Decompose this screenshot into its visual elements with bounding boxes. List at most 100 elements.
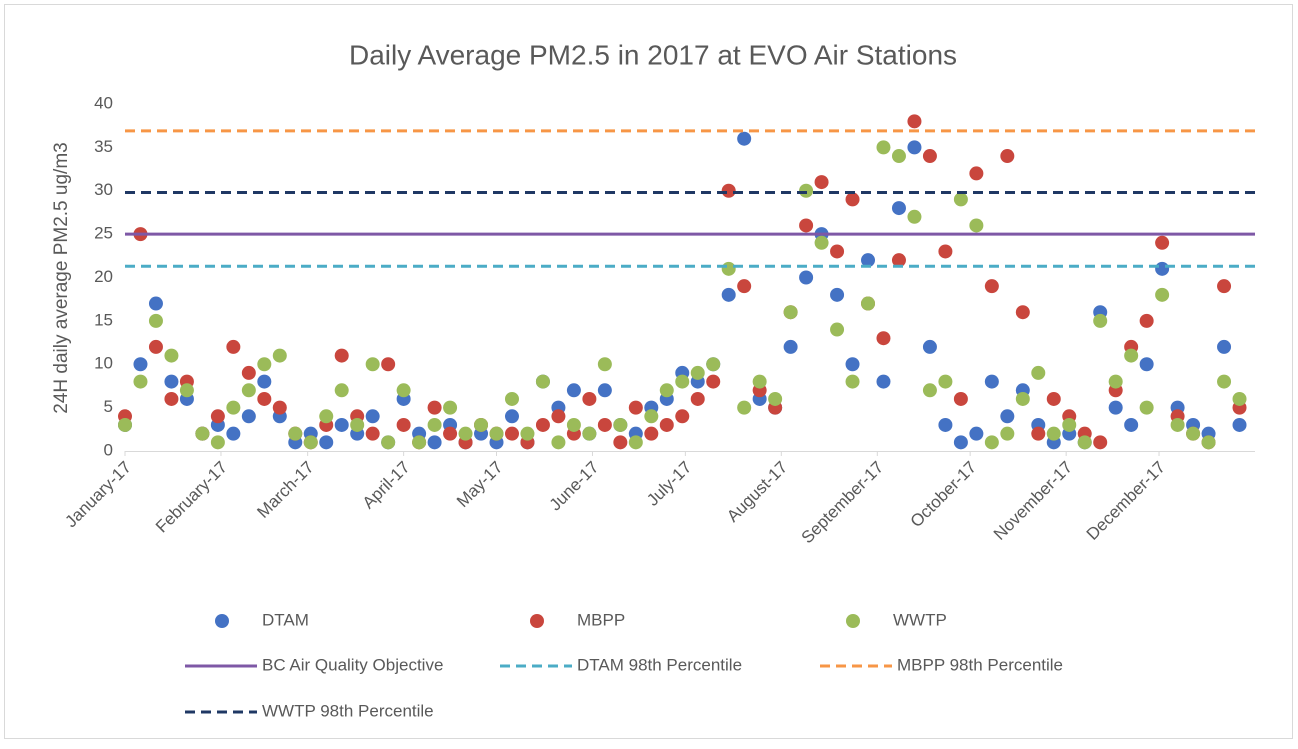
point [814, 235, 829, 250]
y-tick-label: 0 [104, 440, 113, 459]
point [1155, 235, 1170, 250]
point [164, 391, 179, 406]
point [597, 383, 612, 398]
point [891, 201, 906, 216]
point [938, 417, 953, 432]
point [443, 426, 458, 441]
point [226, 426, 241, 441]
point [830, 287, 845, 302]
legend-label: WWTP 98th Percentile [262, 701, 434, 720]
point [1232, 391, 1247, 406]
point [381, 357, 396, 372]
point [675, 374, 690, 389]
point [272, 400, 287, 415]
chart-border [4, 4, 1293, 739]
point [148, 339, 163, 354]
point [1046, 426, 1061, 441]
point [644, 409, 659, 424]
legend-label: WWTP [893, 610, 947, 629]
y-tick-label: 30 [94, 180, 113, 199]
point [1139, 400, 1154, 415]
point [830, 244, 845, 259]
point [1015, 305, 1030, 320]
point [520, 426, 535, 441]
legend-marker [846, 614, 860, 628]
legend-label: MBPP 98th Percentile [897, 655, 1063, 674]
point [613, 435, 628, 450]
point [876, 374, 891, 389]
y-tick-label: 5 [104, 397, 113, 416]
point [721, 261, 736, 276]
point [953, 391, 968, 406]
point [1124, 417, 1139, 432]
point [489, 426, 504, 441]
point [582, 391, 597, 406]
point [1139, 357, 1154, 372]
point [1077, 435, 1092, 450]
point [891, 149, 906, 164]
point [953, 192, 968, 207]
point [396, 417, 411, 432]
point [845, 357, 860, 372]
legend-label: MBPP [577, 610, 625, 629]
point [907, 140, 922, 155]
point [241, 383, 256, 398]
point [365, 409, 380, 424]
point [953, 435, 968, 450]
y-axis-label: 24H daily average PM2.5 ug/m3 [51, 142, 72, 413]
y-tick-label: 10 [94, 354, 113, 373]
legend-label: DTAM 98th Percentile [577, 655, 742, 674]
point [350, 417, 365, 432]
point [690, 365, 705, 380]
point [922, 339, 937, 354]
point [257, 391, 272, 406]
point [752, 374, 767, 389]
point [458, 426, 473, 441]
point [737, 131, 752, 146]
point [814, 175, 829, 190]
point [241, 409, 256, 424]
point [334, 383, 349, 398]
point [969, 218, 984, 233]
point [613, 417, 628, 432]
point [272, 348, 287, 363]
point [938, 244, 953, 259]
point [922, 149, 937, 164]
point [241, 365, 256, 380]
point [535, 374, 550, 389]
point [1108, 400, 1123, 415]
point [830, 322, 845, 337]
legend-marker [215, 614, 229, 628]
point [1232, 417, 1247, 432]
point [737, 400, 752, 415]
point [1155, 287, 1170, 302]
point [1062, 417, 1077, 432]
point [783, 305, 798, 320]
y-tick-label: 25 [94, 224, 113, 243]
point [1031, 365, 1046, 380]
point [628, 435, 643, 450]
point [706, 357, 721, 372]
point [922, 383, 937, 398]
point [288, 426, 303, 441]
point [984, 279, 999, 294]
point [365, 357, 380, 372]
point [737, 279, 752, 294]
point [861, 296, 876, 311]
point [1155, 261, 1170, 276]
point [721, 183, 736, 198]
point [1217, 374, 1232, 389]
point [644, 426, 659, 441]
point [675, 409, 690, 424]
point [1108, 374, 1123, 389]
point [628, 400, 643, 415]
point [396, 383, 411, 398]
point [133, 374, 148, 389]
point [319, 409, 334, 424]
point [969, 426, 984, 441]
point [845, 192, 860, 207]
point [303, 435, 318, 450]
point [659, 417, 674, 432]
point [984, 435, 999, 450]
